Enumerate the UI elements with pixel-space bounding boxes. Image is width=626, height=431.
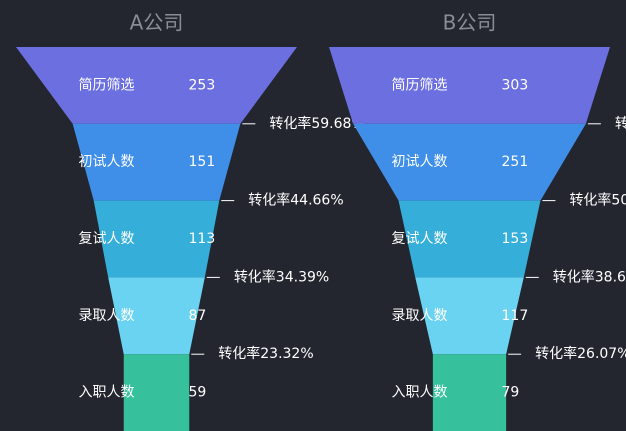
value-label: 87 (189, 308, 207, 324)
value-label: 59 (189, 385, 207, 401)
chart-title: A公司 (130, 11, 184, 35)
funnel-layer (93, 200, 220, 278)
chart-title: B公司 (443, 11, 497, 35)
stage-label: 复试人数 (392, 230, 448, 247)
funnel-layer (16, 47, 297, 124)
funnel-layer (353, 123, 586, 201)
value-label: 303 (502, 77, 529, 93)
value-label: 117 (502, 308, 529, 324)
funnel-layer (415, 277, 524, 355)
funnel-layer (108, 277, 205, 355)
rate-label: 转化率23.32% (218, 345, 313, 362)
stage-label: 录取人数 (79, 308, 135, 324)
funnel-layer (123, 354, 190, 431)
stage-label: 简历筛选 (392, 76, 448, 93)
rate-label: 转化率59.68% (269, 115, 364, 132)
stage-label: 入职人数 (79, 385, 135, 401)
stage-label: 复试人数 (79, 230, 135, 247)
funnel-layer (72, 123, 241, 201)
value-label: 151 (189, 154, 216, 170)
rate-label: 转化率44.66% (248, 192, 343, 209)
rate-label: 转化率34.39% (234, 268, 329, 285)
value-label: 79 (502, 385, 520, 401)
value-label: 153 (502, 231, 529, 247)
value-label: 251 (502, 154, 529, 170)
stage-label: 初试人数 (79, 153, 135, 170)
value-label: 113 (189, 231, 216, 247)
stage-label: 录取人数 (392, 308, 448, 324)
funnel-layer (432, 354, 507, 431)
stage-label: 入职人数 (392, 385, 448, 401)
rate-label: 转化率38.61% (553, 268, 626, 285)
stage-label: 简历筛选 (79, 76, 135, 93)
funnel-layer (329, 47, 610, 124)
rate-label: 转化率26.07% (535, 345, 626, 362)
value-label: 253 (189, 77, 216, 93)
funnel-layer (398, 200, 541, 278)
rate-label: 转化率82.84% (615, 115, 626, 132)
rate-label: 转化率50.50% (569, 192, 626, 209)
stage-label: 初试人数 (392, 153, 448, 170)
